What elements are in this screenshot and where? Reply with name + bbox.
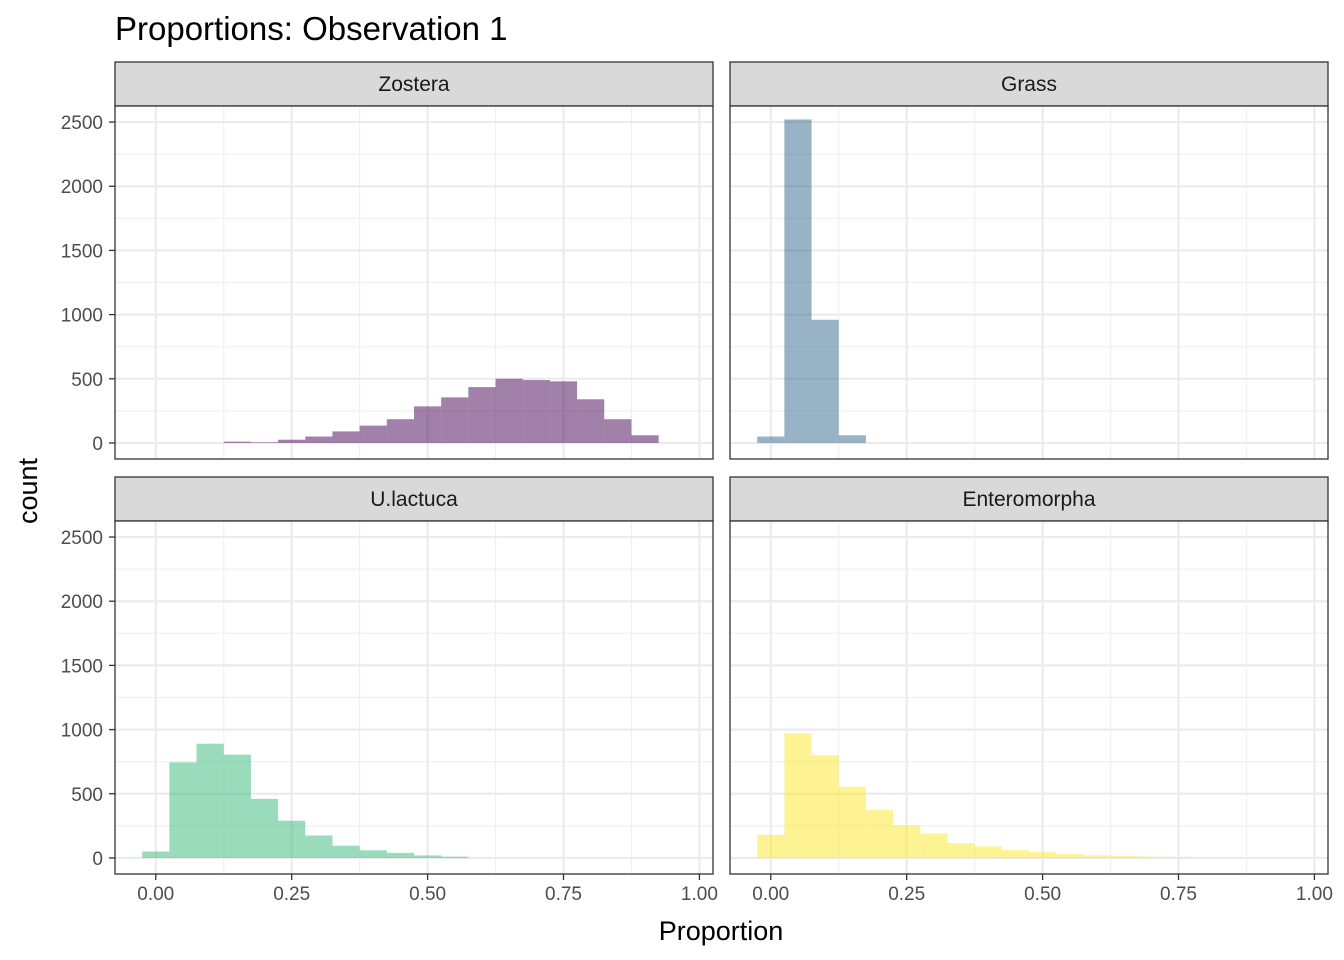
x-tick-label: 0.75: [545, 884, 582, 905]
histogram-bar: [414, 855, 442, 858]
histogram-bar: [250, 798, 279, 858]
strip-zostera: [114, 61, 714, 107]
histogram-bar: [865, 809, 894, 858]
x-tick-label: 0.50: [1024, 884, 1061, 905]
histogram-bar: [169, 762, 197, 858]
histogram-bar: [223, 754, 251, 858]
histogram-bar: [278, 439, 306, 443]
histogram-bar: [386, 419, 414, 443]
strip-label-enteromorpha: Enteromorpha: [962, 488, 1095, 511]
histogram-bar: [784, 733, 812, 858]
histogram-bar: [359, 850, 387, 858]
y-tick-label: 0: [92, 849, 103, 870]
histogram-bar: [838, 786, 866, 858]
histogram-bar: [441, 397, 469, 443]
facet-panels: Zostera 0 500 1000 1500 2000 2500 Grass U.lactuc…: [61, 61, 1333, 905]
chart-title: Proportions: Observation 1: [115, 10, 508, 47]
strip-enteromorpha: [729, 476, 1329, 522]
histogram-bar: [305, 835, 333, 858]
histogram-bar: [838, 435, 866, 443]
histogram-bar: [196, 743, 224, 858]
histogram-bar: [495, 378, 523, 443]
y-tick-label: 2000: [61, 592, 103, 613]
y-tick-label: 500: [71, 785, 103, 806]
histogram-bar: [947, 843, 975, 858]
histogram-bar: [1029, 852, 1057, 858]
x-tick-label: 0.50: [409, 884, 446, 905]
y-tick-label: 0: [92, 434, 103, 455]
strip-u-lactuca: [114, 476, 714, 522]
panel-border-zostera: [114, 105, 714, 460]
histogram-bar: [1110, 856, 1138, 858]
histogram-bar: [359, 425, 387, 443]
strip-label-zostera: Zostera: [378, 73, 450, 96]
histogram-bar: [305, 436, 333, 443]
histogram-bar: [441, 856, 469, 858]
y-tick-label: 1000: [61, 721, 103, 742]
histogram-bar: [893, 825, 921, 858]
histogram-bar: [332, 845, 360, 858]
histogram-bar: [757, 834, 785, 858]
histogram-bar: [811, 319, 839, 443]
histogram-bar: [549, 381, 578, 443]
histogram-bar: [250, 442, 279, 443]
panel-grass: Grass: [729, 61, 1329, 460]
histogram-bar: [784, 119, 812, 443]
histogram-bar: [811, 755, 839, 858]
x-tick-label: 0.75: [1160, 884, 1197, 905]
x-axis-title: Proportion: [659, 916, 784, 946]
y-tick-label: 2500: [61, 528, 103, 549]
panel-enteromorpha: Enteromorpha 0.00 0.25 0.50 0.75 1.00: [729, 476, 1333, 905]
panel-zostera: Zostera 0 500 1000 1500 2000 2500: [61, 61, 714, 460]
y-tick-label: 1500: [61, 241, 103, 262]
y-axis-title: count: [13, 457, 43, 524]
histogram-bar: [1001, 850, 1029, 858]
y-tick-label: 1000: [61, 306, 103, 327]
histogram-bar: [604, 419, 632, 443]
histogram-bar: [1137, 856, 1165, 858]
histogram-bar: [757, 436, 785, 443]
histogram-bar: [631, 435, 659, 443]
panel-border-u-lactuca: [114, 520, 714, 875]
x-tick-label: 0.25: [888, 884, 925, 905]
x-tick-label: 1.00: [1296, 884, 1333, 905]
histogram-bar: [1083, 855, 1111, 858]
histogram-bar: [577, 399, 605, 443]
histogram-bar: [522, 380, 550, 443]
y-tick-label: 1500: [61, 656, 103, 677]
histogram-bar: [974, 846, 1002, 858]
histogram-bar: [468, 387, 496, 443]
panel-u-lactuca: U.lactuca 0 500 1000 1500 2000 2500 0.00 0.25 0.5…: [61, 476, 718, 905]
y-tick-label: 2500: [61, 113, 103, 134]
strip-label-u-lactuca: U.lactuca: [370, 488, 458, 511]
histogram-bar: [223, 441, 251, 443]
strip-grass: [729, 61, 1329, 107]
histogram-bar: [920, 833, 948, 858]
histogram-bar: [332, 431, 360, 443]
y-tick-label: 2000: [61, 177, 103, 198]
x-tick-label: 0.00: [137, 884, 174, 905]
x-tick-label: 1.00: [681, 884, 718, 905]
histogram-bar: [386, 852, 414, 858]
histogram-bar: [1164, 857, 1193, 858]
x-tick-label: 0.25: [273, 884, 310, 905]
strip-label-grass: Grass: [1001, 73, 1057, 96]
histogram-bar: [142, 851, 170, 858]
panel-border-enteromorpha: [729, 520, 1329, 875]
y-tick-label: 500: [71, 370, 103, 391]
histogram-bar: [414, 406, 442, 443]
histogram-bar: [278, 820, 306, 858]
histogram-bar: [1056, 854, 1084, 858]
panel-border-grass: [729, 105, 1329, 460]
x-tick-label: 0.00: [752, 884, 789, 905]
